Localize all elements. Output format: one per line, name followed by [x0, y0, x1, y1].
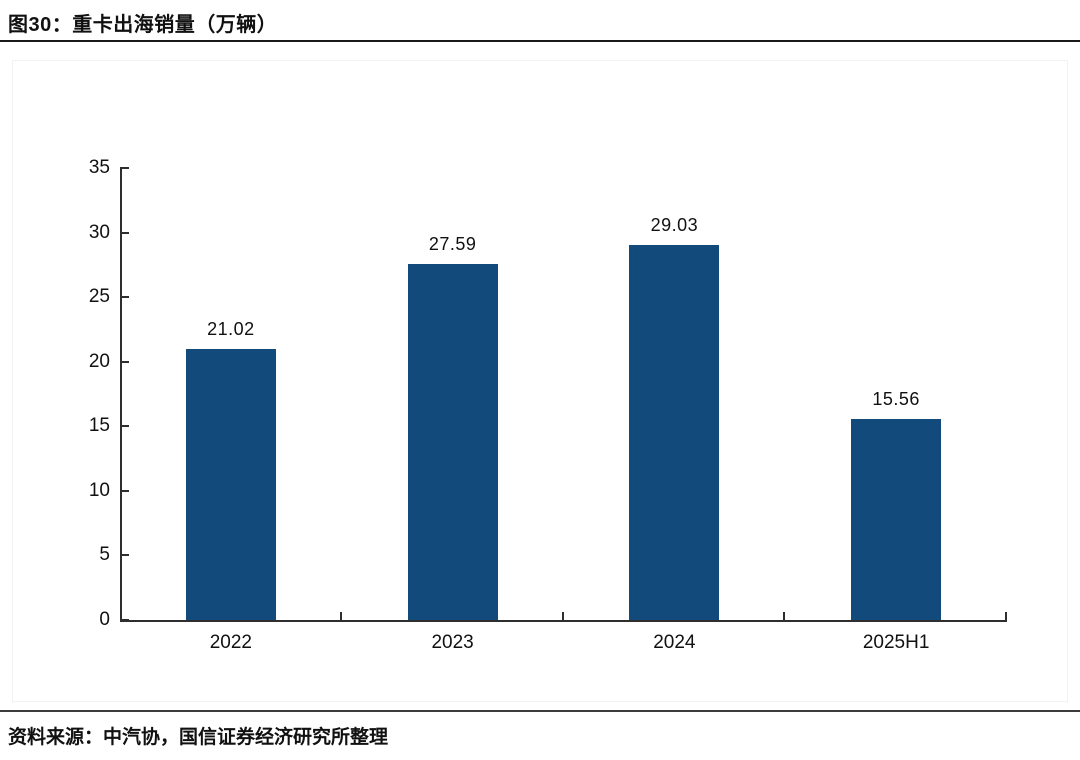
- y-tick-label: 0: [99, 609, 110, 630]
- x-category-label: 2025H1: [862, 632, 930, 653]
- bar-2023: [407, 263, 498, 620]
- y-axis-tick: [120, 489, 129, 492]
- bar-2025H1: [851, 419, 942, 620]
- bar-value-label: 21.02: [207, 318, 255, 339]
- y-axis-line: [120, 167, 122, 622]
- y-axis-tick: [120, 619, 129, 621]
- bar-2024: [629, 245, 720, 620]
- x-axis-tick: [561, 612, 564, 621]
- bar-value-label: 27.59: [428, 233, 477, 254]
- y-tick-label: 35: [88, 157, 110, 178]
- y-axis-tick: [120, 296, 129, 299]
- bar-value-label: 29.03: [650, 215, 699, 236]
- y-axis-tick: [120, 231, 129, 234]
- y-tick-label: 5: [99, 544, 110, 566]
- y-tick-label: 25: [88, 286, 110, 308]
- figure-title: 图30：重卡出海销量（万辆）: [8, 14, 278, 36]
- title-divider: [0, 40, 1080, 42]
- x-axis-tick: [339, 612, 342, 621]
- y-tick-label: 15: [88, 415, 110, 437]
- x-axis-tick: [1005, 612, 1007, 621]
- y-axis-tick: [120, 360, 129, 363]
- x-category-label: 2022: [209, 632, 253, 653]
- y-tick-label: 20: [88, 350, 110, 372]
- source-note: 资料来源：中汽协，国信证券经济研究所整理: [8, 727, 389, 748]
- y-axis-tick: [120, 425, 129, 428]
- y-axis-tick: [120, 554, 129, 557]
- bar-2022: [185, 348, 276, 620]
- footer-divider: [0, 710, 1080, 712]
- bar-value-label: 15.56: [872, 389, 920, 410]
- x-axis-line: [120, 620, 1007, 622]
- y-axis-tick: [120, 167, 129, 169]
- x-axis-tick: [783, 612, 786, 621]
- y-tick-label: 30: [88, 221, 110, 243]
- x-category-label: 2023: [431, 632, 474, 653]
- x-category-label: 2024: [653, 632, 696, 653]
- y-tick-label: 10: [88, 479, 110, 501]
